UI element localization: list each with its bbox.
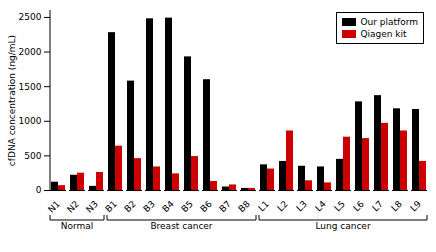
svg-text:B3: B3 xyxy=(141,199,156,214)
html-text:Qiagen kit: Qiagen kit xyxy=(360,29,407,39)
svg-text:N1: N1 xyxy=(46,199,62,215)
svg-text:1500: 1500 xyxy=(19,82,42,92)
svg-text:L9: L9 xyxy=(408,199,423,214)
svg-text:Normal: Normal xyxy=(61,221,94,231)
svg-text:B2: B2 xyxy=(122,199,137,214)
svg-text:L2: L2 xyxy=(275,199,290,214)
svg-text:500: 500 xyxy=(24,151,41,161)
svg-text:B5: B5 xyxy=(179,199,194,214)
svg-text:B6: B6 xyxy=(198,199,214,215)
svg-text:1000: 1000 xyxy=(19,116,42,126)
svg-text:L5: L5 xyxy=(332,199,347,214)
svg-text:L7: L7 xyxy=(370,199,385,214)
svg-text:0: 0 xyxy=(36,185,42,195)
svg-text:L3: L3 xyxy=(294,199,309,214)
svg-text:cfDNA concentration (ng/mL): cfDNA concentration (ng/mL) xyxy=(7,35,17,166)
svg-text:L6: L6 xyxy=(351,199,366,214)
svg-text:N3: N3 xyxy=(84,199,100,215)
svg-text:B7: B7 xyxy=(217,199,232,214)
svg-text:L8: L8 xyxy=(389,199,404,214)
svg-text:L4: L4 xyxy=(313,199,328,214)
svg-text:Lung cancer: Lung cancer xyxy=(315,221,370,231)
svg-text:N2: N2 xyxy=(65,199,81,215)
svg-text:B8: B8 xyxy=(236,199,252,215)
html-text:Our platform: Our platform xyxy=(360,17,418,27)
svg-text:B4: B4 xyxy=(160,199,176,215)
svg-text:2000: 2000 xyxy=(19,47,42,57)
svg-text:L1: L1 xyxy=(256,199,271,214)
svg-text:B1: B1 xyxy=(103,199,118,214)
svg-text:Breast cancer: Breast cancer xyxy=(150,221,212,231)
svg-text:2500: 2500 xyxy=(19,12,42,22)
